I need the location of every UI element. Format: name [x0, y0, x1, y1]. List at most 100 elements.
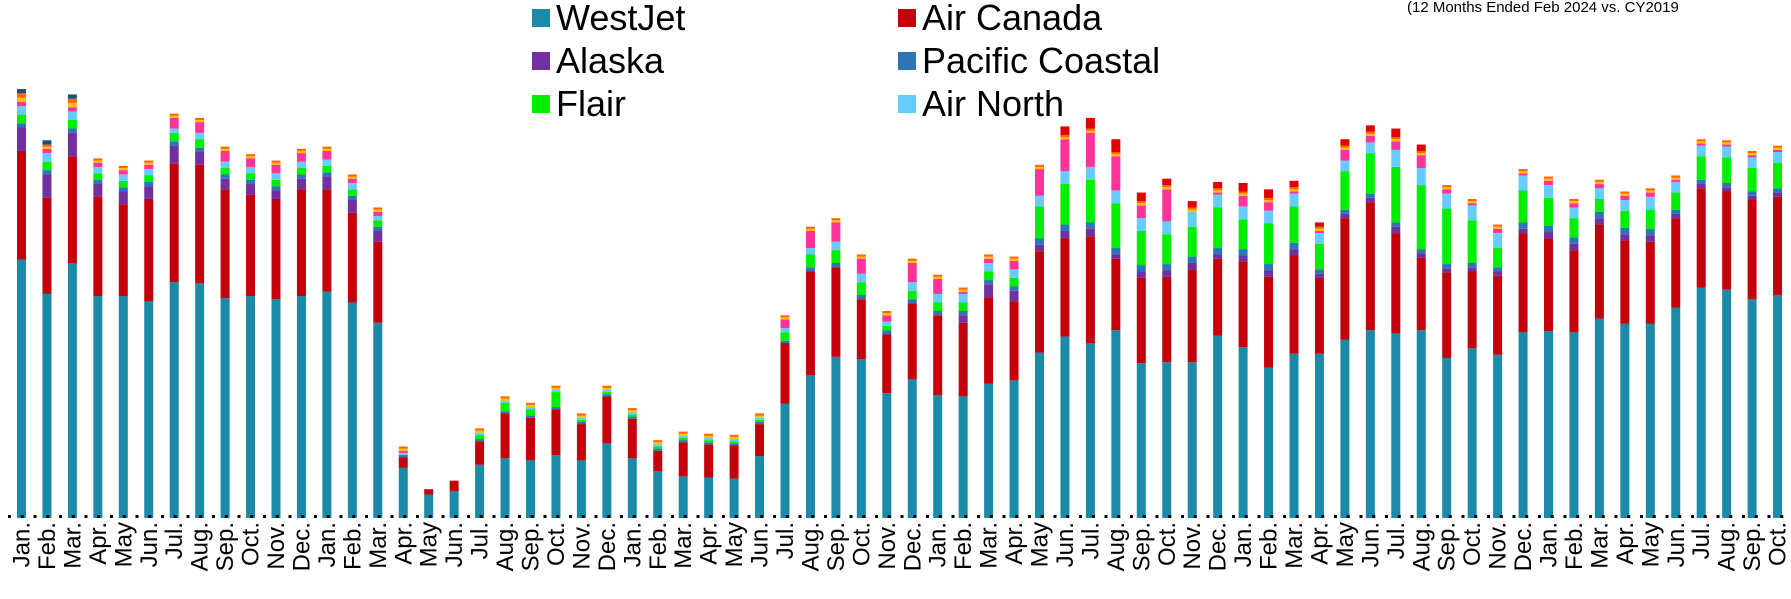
bar-segment-41-5 [1060, 171, 1070, 185]
x-tick-label: Oct. [1765, 522, 1791, 566]
bar-segment-34-7 [882, 313, 892, 316]
x-tick-label: Dec. [1205, 522, 1232, 571]
x-tick-label: May [416, 522, 443, 567]
bar-segment-61-1 [1569, 250, 1579, 333]
bar-segment-55-1 [1416, 257, 1426, 331]
bar-segment-35-1 [907, 303, 917, 380]
bar-segment-25-4 [653, 446, 663, 449]
bar-segment-39-0 [1009, 380, 1019, 518]
bar-segment-30-4 [780, 332, 790, 341]
bar-segment-57-8 [1467, 198, 1477, 202]
bar-segment-2-5 [67, 111, 77, 121]
bar-segment-49-6 [1264, 202, 1274, 211]
bar-segment-49-9 [1264, 189, 1274, 198]
bar-segment-45-9 [1162, 178, 1172, 186]
bar-segment-59-4 [1518, 190, 1528, 223]
bar-segment-37-8 [958, 287, 968, 290]
baseline-dot [671, 515, 674, 518]
bar-segment-58-5 [1493, 233, 1503, 249]
bar-segment-11-0 [296, 296, 306, 518]
baseline-dot [785, 515, 789, 518]
bar-segment-69-1 [1773, 196, 1783, 295]
bar-segment-67-7 [1722, 142, 1732, 145]
bar-segment-27-0 [704, 477, 714, 518]
x-tick-label: May [1027, 522, 1054, 567]
bar-segment-44-6 [1136, 205, 1146, 219]
baseline-dot [199, 515, 203, 518]
x-axis-baseline [8, 515, 1784, 518]
bar-segment-67-3 [1722, 182, 1732, 188]
bar-segment-36-7 [933, 276, 943, 279]
baseline-dot [1474, 515, 1478, 518]
baseline-dot [1576, 515, 1580, 518]
bar-segment-4-2 [118, 191, 128, 205]
baseline-dot [339, 515, 343, 518]
bar-segment-37-4 [958, 302, 968, 312]
bar-segment-20-4 [526, 409, 535, 416]
x-tick-label: Jan. [314, 522, 341, 567]
bar-segment-65-6 [1671, 179, 1681, 182]
baseline-dot [403, 515, 407, 518]
baseline-dot [1461, 515, 1465, 518]
bar-segment-10-7 [271, 162, 281, 165]
bar-segment-8-7 [220, 148, 230, 151]
bar-segment-48-9 [1238, 182, 1248, 192]
x-tick-label: Jul. [1688, 522, 1715, 559]
x-tick-label: Apr. [696, 522, 723, 565]
bar-segment-36-8 [933, 274, 943, 277]
bar-segment-42-9 [1085, 117, 1095, 129]
bar-segment-45-8 [1162, 185, 1172, 188]
baseline-dot [1448, 515, 1452, 518]
bar-segment-57-7 [1467, 201, 1477, 204]
bar-segment-61-8 [1569, 198, 1579, 202]
bar-segment-42-7 [1085, 130, 1095, 133]
bar-segment-38-7 [984, 256, 994, 259]
bar-segment-50-6 [1289, 191, 1299, 194]
x-tick-label: Nov. [263, 522, 290, 570]
bar-segment-58-6 [1493, 228, 1503, 234]
bar-segment-8-0 [220, 298, 230, 518]
baseline-dot [1206, 515, 1210, 518]
bar-segment-2-7 [67, 102, 77, 108]
bar-segment-43-0 [1111, 330, 1121, 518]
bar-segment-40-1 [1035, 251, 1044, 353]
bar-segment-20-1 [526, 417, 535, 461]
bar-segment-11-2 [296, 178, 306, 190]
x-tick-label: Jan. [1536, 522, 1563, 567]
bar-segment-14-8 [373, 207, 383, 210]
bar-segment-31-7 [805, 228, 815, 231]
bar-segment-67-0 [1722, 289, 1732, 518]
baseline-dot [224, 515, 228, 518]
bar-segment-54-8 [1391, 137, 1401, 140]
bar-segment-50-2 [1289, 249, 1299, 256]
bar-segment-66-1 [1696, 188, 1706, 288]
bar-segment-3-7 [93, 160, 103, 163]
bar-segment-6-3 [169, 141, 179, 146]
bar-segment-23-1 [602, 396, 612, 444]
bar-segment-9-2 [246, 184, 256, 195]
baseline-dot [1117, 515, 1121, 518]
bar-segment-14-3 [373, 226, 383, 231]
bar-segment-33-6 [856, 258, 866, 274]
bar-segment-65-0 [1671, 307, 1681, 518]
bar-segment-45-3 [1162, 264, 1172, 271]
bar-segment-53-0 [1365, 330, 1375, 518]
x-tick-label: Apr. [1001, 522, 1028, 565]
bar-segment-60-7 [1544, 178, 1553, 181]
bar-segment-57-3 [1467, 262, 1477, 268]
bar-segment-68-8 [1747, 150, 1757, 154]
baseline-dot [1232, 515, 1235, 518]
bar-segment-19-8 [500, 396, 510, 399]
bar-segment-20-0 [526, 460, 535, 518]
bar-segment-63-1 [1620, 240, 1630, 324]
baseline-dot [1512, 515, 1516, 518]
bar-segment-0-10 [17, 89, 26, 94]
bar-segment-53-3 [1365, 193, 1375, 198]
bar-segment-68-3 [1747, 191, 1757, 196]
x-tick-label: Oct. [543, 522, 570, 566]
bar-segment-6-4 [169, 132, 179, 142]
bar-segment-4-3 [118, 187, 128, 192]
chart-subtitle: (12 Months Ended Feb 2024 vs. CY2019 [1407, 0, 1679, 16]
bar-segment-40-6 [1035, 169, 1044, 196]
bar-segment-12-4 [322, 165, 332, 173]
